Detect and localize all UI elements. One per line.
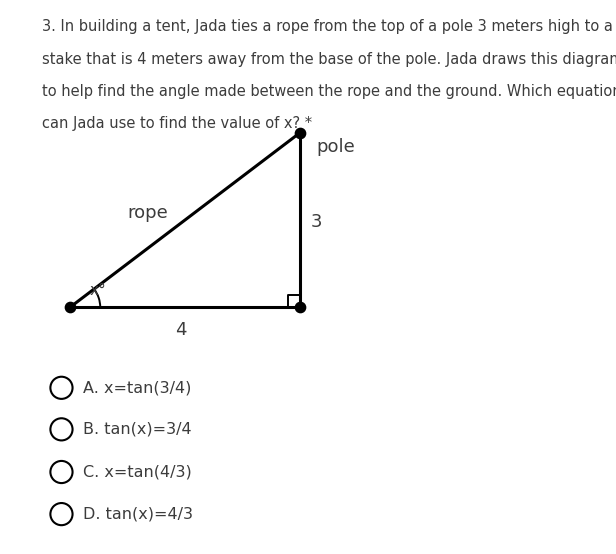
Text: D. tan(x)=4/3: D. tan(x)=4/3 bbox=[83, 506, 193, 522]
Text: 3. In building a tent, Jada ties a rope from the top of a pole 3 meters high to : 3. In building a tent, Jada ties a rope … bbox=[42, 19, 613, 34]
Text: 4: 4 bbox=[175, 321, 186, 338]
Text: to help find the angle made between the rope and the ground. Which equation: to help find the angle made between the … bbox=[42, 84, 616, 99]
Text: A. x=tan(3/4): A. x=tan(3/4) bbox=[83, 380, 191, 396]
Point bbox=[295, 129, 305, 137]
Point bbox=[295, 303, 305, 312]
Text: rope: rope bbox=[127, 204, 168, 222]
Text: x°: x° bbox=[89, 283, 106, 298]
Text: B. tan(x)=3/4: B. tan(x)=3/4 bbox=[83, 422, 191, 437]
Text: 3: 3 bbox=[310, 213, 322, 230]
Point bbox=[65, 303, 75, 312]
Text: C. x=tan(4/3): C. x=tan(4/3) bbox=[83, 464, 192, 480]
Text: stake that is 4 meters away from the base of the pole. Jada draws this diagram: stake that is 4 meters away from the bas… bbox=[42, 52, 616, 66]
Text: can Jada use to find the value of x? *: can Jada use to find the value of x? * bbox=[42, 116, 312, 131]
Text: pole: pole bbox=[316, 138, 355, 156]
